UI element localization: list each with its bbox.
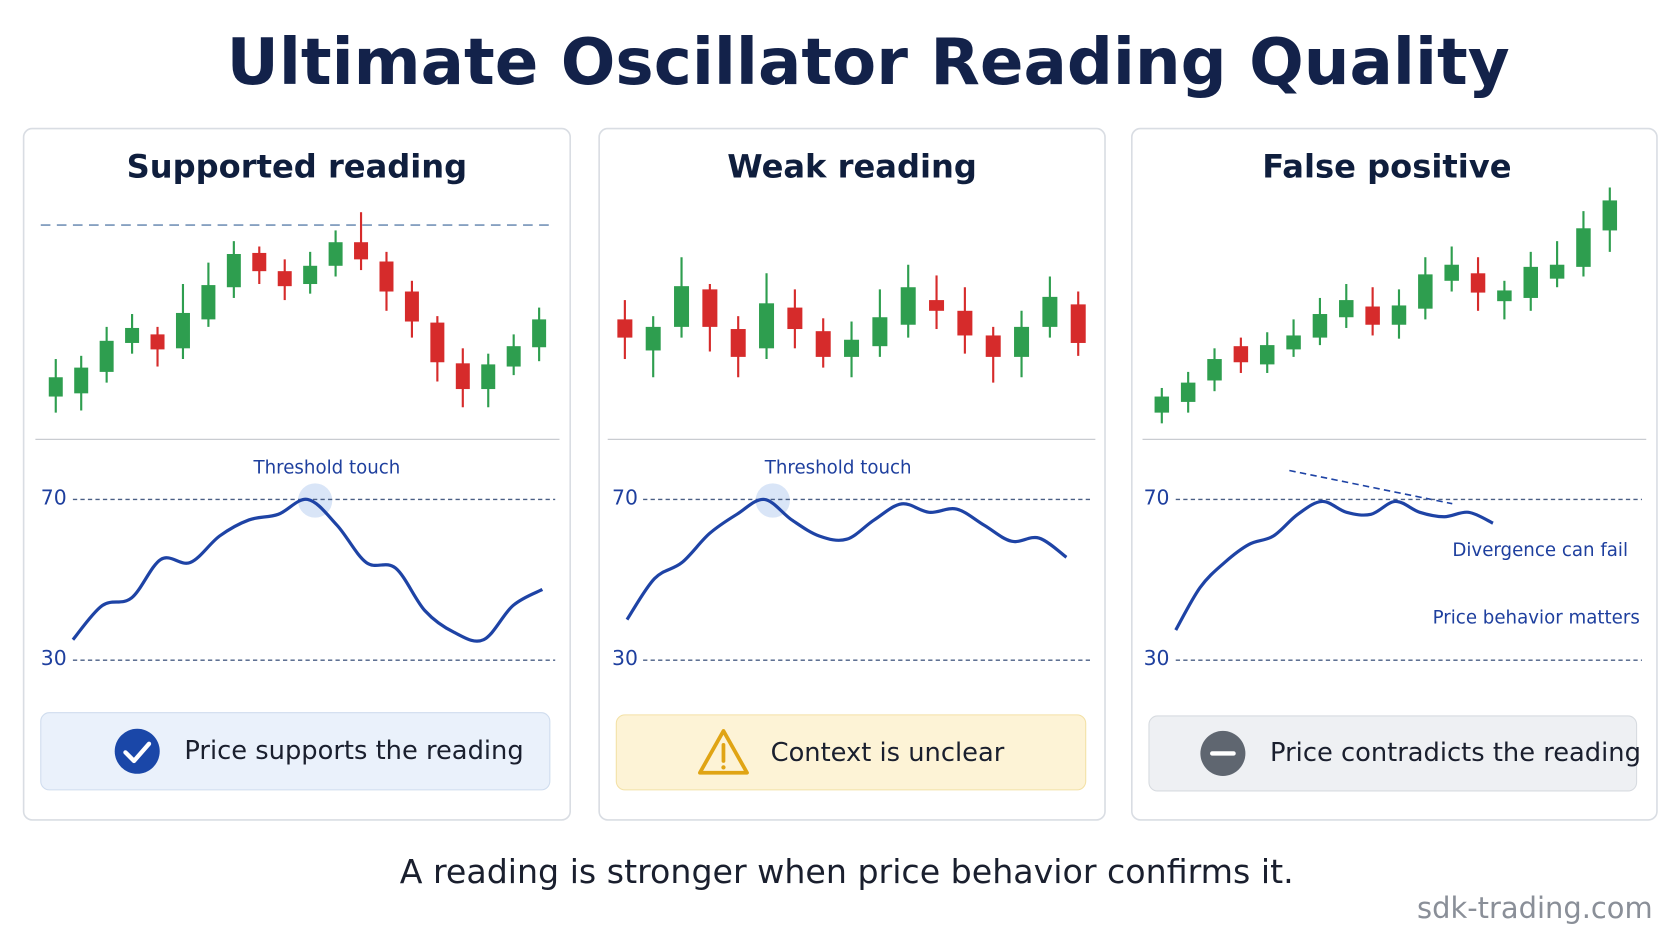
candle-body (1497, 290, 1512, 302)
candle-body (277, 271, 292, 287)
status-text: Price supports the reading (184, 736, 523, 766)
candle-body (1391, 305, 1407, 325)
candle-body (985, 335, 1001, 357)
candle-body (226, 254, 241, 288)
candle-body (1602, 200, 1618, 231)
warning-icon (698, 729, 749, 775)
y-tick-label: 70 (41, 485, 67, 509)
candle-body (617, 319, 633, 338)
candle-body (900, 287, 916, 325)
candle-body (957, 310, 973, 336)
candle-body (1207, 359, 1222, 381)
candle-body (201, 285, 216, 320)
candle-body (787, 307, 803, 330)
check-icon (114, 728, 160, 774)
panel-title: Weak reading (727, 147, 977, 185)
candle-body (1180, 382, 1196, 402)
candle-body (1014, 326, 1030, 357)
candle-body (929, 300, 945, 311)
y-tick-label: 30 (41, 646, 67, 670)
candle-body (74, 367, 89, 394)
y-tick-label: 70 (612, 485, 638, 509)
status-box (40, 712, 551, 791)
candle-body (532, 319, 547, 348)
candle-body (674, 286, 690, 327)
candle-body (328, 242, 343, 266)
candle-body (1312, 314, 1328, 338)
candle-body (99, 340, 114, 372)
candle-body (645, 326, 661, 351)
candle-body (506, 346, 521, 367)
candle-body (844, 339, 860, 357)
annotation: Threshold touch (252, 457, 400, 478)
page-title: Ultimate Oscillator Reading Quality (227, 25, 1510, 100)
candle-body (150, 334, 165, 350)
oscillator-line (71, 497, 544, 643)
panel-frame (1131, 127, 1658, 821)
status-text: Context is unclear (771, 738, 1005, 768)
candle-body (1339, 300, 1354, 318)
panel-frames (22, 127, 1658, 821)
annotation: Divergence can fail (1452, 540, 1628, 561)
panel-frame (598, 127, 1106, 821)
candle-body (1470, 273, 1486, 293)
candle-body (1418, 274, 1433, 309)
warning-dot (721, 765, 726, 770)
candle-body (125, 327, 140, 343)
candle-body (404, 291, 419, 322)
candle-body (1549, 264, 1565, 279)
candle-body (430, 322, 445, 363)
candle-body (379, 261, 394, 292)
candle-body (872, 317, 888, 347)
y-tick-label: 30 (612, 646, 638, 670)
annotation: Threshold touch (764, 457, 912, 478)
candle-body (1444, 264, 1459, 281)
candle-body (252, 252, 267, 272)
annotation: Price behavior matters (1433, 607, 1640, 628)
candle-body (175, 312, 190, 349)
status-text: Price contradicts the reading (1270, 738, 1641, 768)
candle-body (702, 289, 718, 327)
candle-body (815, 331, 831, 357)
watermark: sdk-trading.com (1417, 891, 1653, 925)
candle-body (1365, 306, 1380, 325)
candle-body (1154, 396, 1170, 413)
oscillator-line (1174, 499, 1494, 631)
candle-body (1523, 266, 1538, 298)
panel-frame (22, 127, 572, 821)
oscillator-line (625, 497, 1068, 621)
candle-body (1233, 346, 1249, 363)
divergence-line (1289, 469, 1453, 505)
candle-body (1286, 335, 1301, 350)
panel-title: Supported reading (127, 147, 468, 185)
status-box (1148, 715, 1638, 792)
y-tick-label: 70 (1144, 485, 1170, 509)
candle-body (303, 265, 318, 285)
candle-body (354, 242, 369, 260)
candle-body (481, 364, 496, 390)
candle-body (1576, 228, 1591, 267)
candle-body (730, 329, 746, 357)
footer-text: A reading is stronger when price behavio… (400, 852, 1294, 891)
candle-body (1042, 296, 1058, 327)
check-mark (123, 741, 152, 764)
panel-title: False positive (1262, 147, 1511, 185)
candle-body (1070, 304, 1086, 343)
candle-body (48, 377, 63, 397)
y-tick-label: 30 (1144, 646, 1170, 670)
candle-body (1259, 345, 1275, 365)
candle-body (455, 363, 470, 390)
candle-body (759, 303, 775, 349)
